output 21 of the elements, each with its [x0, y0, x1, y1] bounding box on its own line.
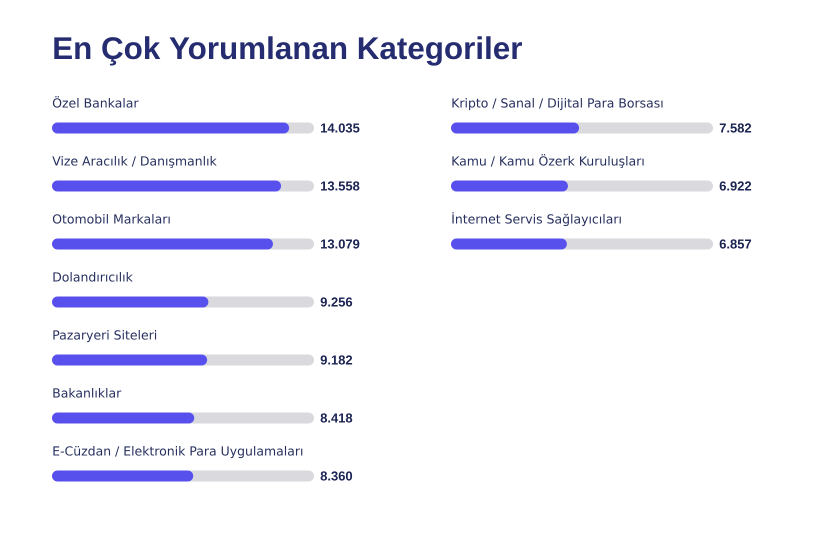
data-label: 9.256 — [320, 297, 352, 307]
data-label: 6.857 — [720, 239, 752, 249]
data-label: 13.558 — [321, 181, 360, 191]
y-tick-label: Vize Aracılık / Danışmanlık — [52, 156, 217, 168]
y-tick-label: E-Cüzdan / Elektronik Para Uygulamaları — [53, 446, 302, 458]
y-tick-label: Kamu / Kamu Özerk Kuruluşları — [452, 154, 644, 168]
y-tick-label: Pazaryeri Siteleri — [53, 330, 156, 342]
data-label: 8.418 — [320, 413, 352, 423]
data-label: 13.079 — [321, 239, 360, 249]
y-tick-label: Özel Bankalar — [52, 96, 139, 108]
data-label: 14.035 — [321, 123, 360, 133]
data-label: 8.360 — [320, 471, 352, 481]
data-label: 9.182 — [320, 355, 352, 365]
chart-title: En Çok Yorumlanan Kategoriler — [54, 36, 522, 66]
y-tick-label: Otomobil Markaları — [52, 214, 170, 224]
data-label: 6.922 — [720, 181, 752, 191]
y-tick-label: Kripto / Sanal / Dijital Para Borsası — [452, 98, 663, 110]
y-tick-label: Dolandırıcılık — [53, 272, 133, 282]
data-label: 7.582 — [720, 123, 752, 133]
y-tick-label: İnternet Servis Sağlayıcıları — [452, 212, 621, 226]
y-tick-label: Bakanlıklar — [53, 388, 122, 398]
